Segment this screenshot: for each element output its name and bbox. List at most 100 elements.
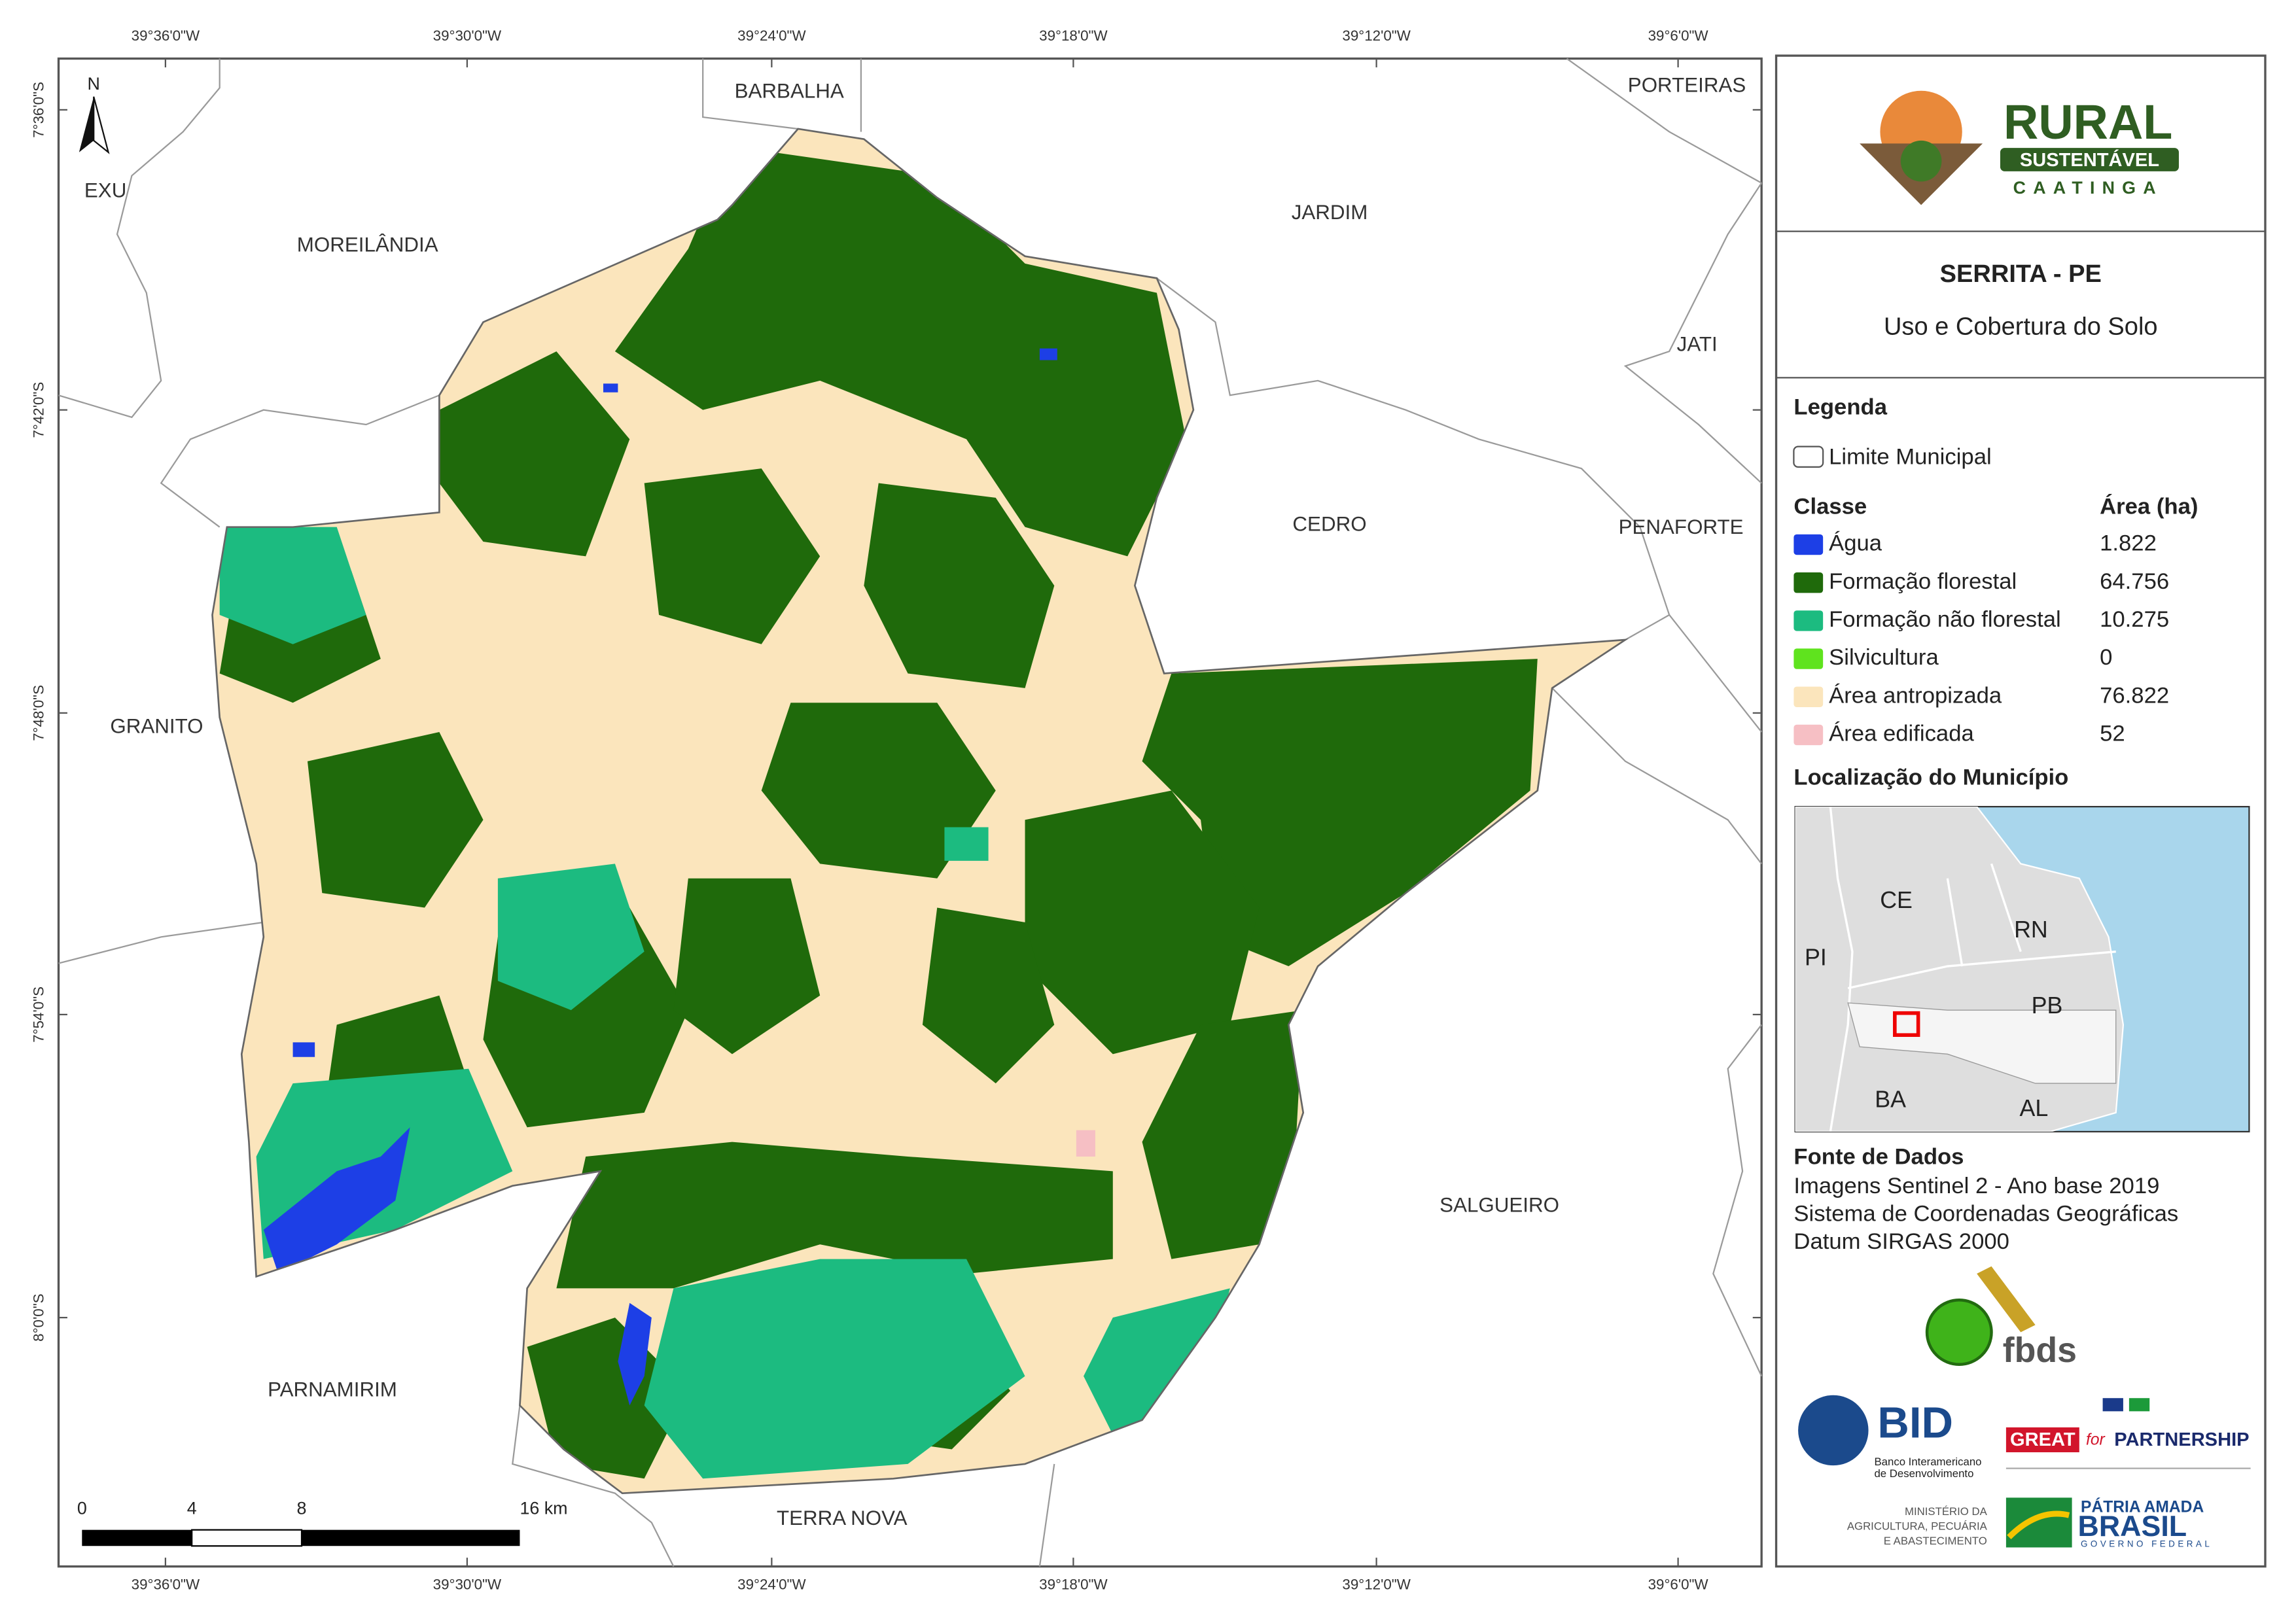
logo-brasil: BRASIL (2078, 1510, 2187, 1543)
class-swatch (1793, 572, 1824, 593)
class-swatch (1793, 724, 1824, 746)
panel-title: SERRITA - PE (1940, 260, 2102, 288)
longitude-label: 39°12'0"W (1342, 1577, 1411, 1593)
state-label: BA (1875, 1086, 1906, 1112)
longitude-label: 39°6'0"W (1648, 27, 1709, 44)
legend-boundary: Limite Municipal (1829, 445, 1992, 470)
logo-caatinga: CAATINGA (2013, 178, 2163, 198)
coordinates: 39°36'0"W 39°36'0"W 39°30'0"W 39°30'0"W 39°2… (30, 27, 1762, 1593)
legend-heading: Legenda (1793, 395, 1887, 420)
class-name: Silvicultura (1829, 645, 1939, 670)
class-area: 0 (2100, 645, 2112, 670)
ministry: MINISTÉRIO DA (1905, 1505, 1988, 1518)
boundary-swatch (1793, 445, 1824, 468)
municipality-label: CEDRO (1292, 513, 1366, 536)
state-label: CE (1880, 887, 1913, 913)
class-area: 64.756 (2100, 569, 2169, 594)
cover-patch (644, 1259, 1025, 1479)
neighbor-borders (58, 58, 1763, 1567)
latitude-label: 8°0'0"S (30, 1293, 46, 1341)
longitude-label: 39°30'0"W (433, 27, 502, 44)
ministry: AGRICULTURA, PECUÁRIA (1847, 1520, 1988, 1533)
bid-name: de Desenvolvimento (1874, 1467, 1973, 1480)
longitude-label: 39°24'0"W (737, 27, 806, 44)
cover-patch (673, 878, 821, 1055)
municipality-label: PENAFORTE (1619, 515, 1744, 538)
longitude-label: 39°36'0"W (132, 27, 200, 44)
logo-governo: GOVERNO FEDERAL (2081, 1539, 2212, 1549)
ministry: E ABASTECIMENTO (1884, 1535, 1987, 1547)
logo-sustentavel: SUSTENTÁVEL (2020, 148, 2159, 171)
municipality-label: EXU (84, 179, 126, 201)
cover-patch (292, 1042, 315, 1057)
class-swatch (1793, 534, 1824, 555)
cover-patch (864, 483, 1055, 688)
scale-label: 0 (77, 1498, 87, 1518)
area-header: Área (ha) (2100, 493, 2198, 519)
logo-for: for (2086, 1431, 2106, 1449)
logo-rural: RURAL (2004, 95, 2172, 149)
class-area: 10.275 (2100, 607, 2169, 632)
cover-patch (644, 468, 821, 644)
cover-patch (761, 703, 996, 879)
bid-name: Banco Interamericano (1874, 1456, 1981, 1468)
logo-bid: BID (1877, 1398, 1953, 1447)
class-area: 1.822 (2100, 531, 2157, 556)
cover-patch (1025, 790, 1260, 1055)
state-label: AL (2020, 1095, 2049, 1121)
logo-great: GREAT (2010, 1429, 2075, 1450)
location-inset: CE RN PI PB BA AL (1794, 805, 2250, 1133)
longitude-label: 39°12'0"W (1342, 27, 1411, 44)
cover-patch (1142, 1010, 1303, 1259)
municipality-label: JARDIM (1292, 201, 1368, 224)
class-name: Formação não florestal (1829, 607, 2061, 632)
sources-heading: Fonte de Dados (1793, 1144, 1964, 1169)
municipality-label: PORTEIRAS (1628, 73, 1746, 96)
north-label: N (88, 74, 100, 94)
longitude-label: 39°18'0"W (1039, 1577, 1108, 1593)
scale-label: 4 (187, 1498, 197, 1518)
longitude-label: 39°6'0"W (1648, 1577, 1709, 1593)
class-swatch (1793, 610, 1824, 631)
cover-patch (922, 907, 1055, 1084)
cover-patch (219, 527, 366, 644)
longitude-label: 39°18'0"W (1039, 27, 1108, 44)
cover-patch (614, 146, 1186, 557)
cover-patch (618, 1302, 652, 1406)
longitude-label: 39°30'0"W (433, 1577, 502, 1593)
logo-partnership: PARTNERSHIP (2114, 1429, 2249, 1450)
municipality-label: GRANITO (110, 715, 203, 738)
municipality-label: SALGUEIRO (1439, 1193, 1559, 1216)
cover-patch (944, 827, 989, 861)
cover-patch (497, 864, 645, 1011)
cover-water (263, 348, 1057, 1406)
municipality-label: MOREILÂNDIA (297, 233, 438, 256)
longitude-label: 39°36'0"W (132, 1577, 200, 1593)
rural-logo: RURAL SUSTENTÁVEL CAATINGA (1860, 90, 2179, 205)
cover-patch (307, 731, 484, 908)
latitude-label: 7°42'0"S (30, 382, 46, 438)
state-label: RN (2014, 916, 2048, 943)
latitude-label: 7°36'0"S (30, 82, 46, 138)
municipality-label: PARNAMIRIM (268, 1378, 397, 1401)
municipality-labels: EXU MOREILÂNDIA BARBALHA JARDIM PORTEIRAS JAT… (84, 73, 1746, 1529)
logo-patria: PÁTRIA AMADA (2081, 1498, 2204, 1516)
class-name: Área antropizada (1829, 682, 2002, 708)
class-name: Água (1829, 531, 1882, 556)
latitude-label: 7°48'0"S (30, 685, 46, 741)
municipality-label: BARBALHA (735, 79, 844, 102)
municipality-label: TERRA NOVA (777, 1507, 908, 1529)
latitude-label: 7°54'0"S (30, 986, 46, 1043)
partner-logos: fbds BID Banco Interamericano de Desenvo… (1798, 1266, 2251, 1549)
municipality-label: JATI (1677, 332, 1718, 355)
class-area: 52 (2100, 722, 2125, 746)
cover-patch (263, 1127, 410, 1274)
class-name: Formação florestal (1829, 569, 2017, 594)
cover-patch (556, 1142, 1113, 1289)
class-header: Classe (1793, 495, 1867, 519)
legend-classes: Água 1.822 Formação florestal 64.756 Formaçã… (1793, 531, 2169, 746)
longitude-label: 39°24'0"W (737, 1577, 806, 1593)
source-line: Imagens Sentinel 2 - Ano base 2019 (1793, 1174, 2159, 1198)
scale-label: 8 (297, 1498, 307, 1518)
